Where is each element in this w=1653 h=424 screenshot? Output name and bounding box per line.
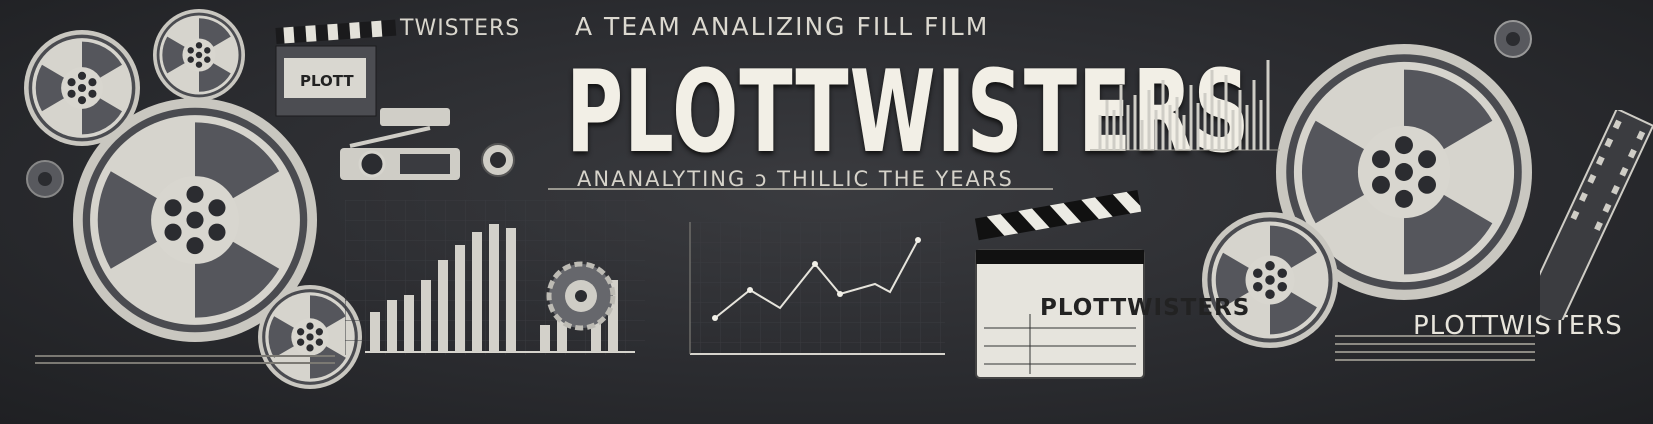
title-divider: [548, 188, 1053, 190]
film-reel-icon: [1202, 212, 1338, 348]
clapper-board-text: PLOTTWISTERS: [1040, 295, 1251, 321]
film-reel-icon: [24, 30, 141, 147]
gear-icon: [26, 160, 64, 198]
film-reel-icon: [153, 8, 245, 101]
subtitle: ANANALYTING ɔ THILLIC THE YEARS: [577, 167, 1014, 191]
bar-chart-icon: [1090, 60, 1280, 151]
gear-icon: [1494, 20, 1532, 58]
gear-icon: [481, 143, 515, 177]
clapperboard-icon: [974, 189, 1145, 379]
camera-icon: [340, 108, 460, 180]
clapper-mini-text: PLOTT: [300, 72, 354, 90]
decorative-text-lines: [1335, 335, 1535, 361]
clapper-top-text: TWISTERS: [400, 16, 521, 41]
gear-icon: [546, 261, 616, 331]
line-chart-icon: [689, 222, 945, 355]
top-tagline: A TEAM ANALIZING FILL FILM: [575, 12, 990, 41]
clapperboard-icon: [275, 19, 397, 117]
decorative-text-lines: [35, 355, 335, 364]
film-strip-icon: [1540, 110, 1653, 320]
